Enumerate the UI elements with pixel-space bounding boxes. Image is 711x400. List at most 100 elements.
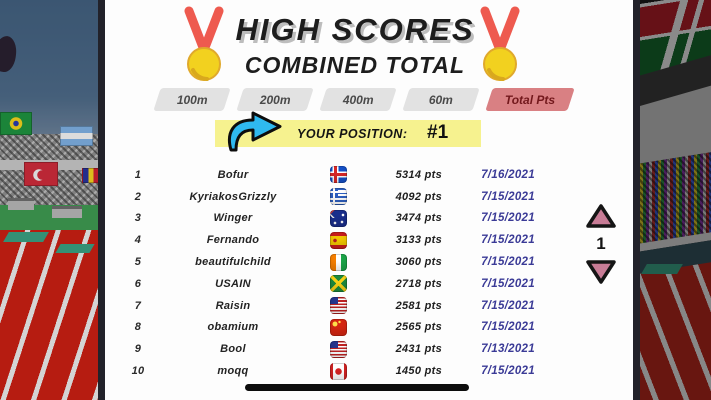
flag-cell [313,362,363,380]
romania-flag-decor [82,168,98,183]
distance-tab-bar: 100m 200m 400m 60m Total Pts [105,88,633,111]
country-flag-icon [329,275,347,293]
date-cell: 7/15/2021 [481,190,535,203]
tab-label: 100m [176,92,208,107]
table-row: 1 Bofur 5314 pts 7/16/2021 [123,164,568,186]
running-track [0,230,98,400]
kenya-flag-decor [640,0,711,80]
points-cell: 3474 pts [395,212,442,225]
argentina-flag-decor [60,126,93,146]
table-row: 3 Winger 3474 pts 7/15/2021 [123,208,568,230]
flag-cell [313,209,363,227]
flag-cell [313,297,363,315]
points-cell: 2718 pts [395,277,442,290]
country-flag-icon [329,166,347,184]
points-cell: 5314 pts [395,168,442,181]
page-title: HIGH SCORES [235,12,475,47]
country-flag-icon [329,297,347,315]
stand-structure [640,54,711,112]
medal-icon [480,6,520,81]
table-row: 8 obamium 2565 pts 7/15/2021 [123,317,568,339]
tab-label: 400m [342,92,374,107]
rank-cell: 5 [134,256,142,269]
player-name: Winger [213,212,253,225]
player-name: Bofur [217,168,249,181]
flag-cell [313,275,363,293]
date-cell: 7/15/2021 [481,299,535,312]
curved-arrow-right-icon [228,111,282,152]
table-row: 10 moqq 1450 pts 7/15/2021 [123,360,568,382]
date-cell: 7/15/2021 [481,212,535,225]
tab-label: 200m [259,92,291,107]
page-subtitle: COMBINED TOTAL [244,52,466,78]
rank-cell: 7 [134,299,142,312]
grandstand-crowd [640,151,711,251]
flag-cell [313,166,363,184]
tab-400m[interactable]: 400m [319,88,397,111]
rank-cell: 8 [134,321,142,334]
page-navigation: 1 [581,203,621,285]
medal-icon [184,6,224,81]
page-number: 1 [596,234,606,253]
country-flag-icon [329,253,347,271]
points-cell: 2565 pts [395,321,442,334]
running-track [640,261,711,400]
triangle-up-icon[interactable] [586,203,616,229]
rank-cell: 3 [134,212,142,225]
rank-cell: 2 [134,190,142,203]
date-cell: 7/15/2021 [481,321,535,334]
table-row: 4 Fernando 3133 pts 7/15/2021 [123,229,568,251]
grandstand-crowd [0,134,98,164]
table-row: 5 beautifulchild 3060 pts 7/15/2021 [123,251,568,273]
date-cell: 7/15/2021 [481,256,535,269]
player-name: obamium [207,321,259,334]
tab-200m[interactable]: 200m [236,88,314,111]
track-marking [641,264,683,274]
points-cell: 4092 pts [395,190,442,203]
stand-rail [640,231,711,253]
grandstand-crowd [0,170,98,208]
table-row: 6 USAIN 2718 pts 7/15/2021 [123,273,568,295]
player-name: KyriakosGrizzly [189,190,277,203]
tab-label: Total Pts [504,92,556,107]
turkey-flag-decor [24,162,58,186]
your-position-value: #1 [427,122,449,143]
sky-background [0,0,98,138]
player-name: USAIN [215,277,251,290]
table-row: 9 Bool 2431 pts 7/13/2021 [123,338,568,360]
country-flag-icon [329,340,347,358]
country-flag-icon [329,231,347,249]
flag-cell [313,188,363,206]
leaderboard-table: 1 Bofur 5314 pts 7/16/2021 2 KyriakosGri… [123,164,568,382]
points-cell: 3133 pts [395,234,442,247]
player-name: Fernando [206,234,260,247]
stand-wall [640,239,711,279]
triangle-down-icon[interactable] [586,259,616,285]
points-cell: 3060 pts [395,256,442,269]
date-cell: 7/16/2021 [481,168,535,181]
brazil-flag-decor [0,112,32,135]
tab-60m[interactable]: 60m [402,88,480,111]
stadium-scene-right [640,0,711,400]
rank-cell: 6 [134,277,142,290]
balloon-decor [0,34,19,74]
country-flag-icon [329,209,347,227]
scrollbar[interactable] [245,384,469,391]
track-barrier [8,198,34,210]
player-name: beautifulchild [195,256,271,269]
date-cell: 7/15/2021 [481,365,535,378]
tab-label: 60m [428,92,454,107]
tab-total-pts[interactable]: Total Pts [485,88,575,111]
rank-cell: 10 [131,365,145,378]
table-row: 2 KyriakosGrizzly 4092 pts 7/15/2021 [123,186,568,208]
country-flag-icon [329,188,347,206]
flag-cell [313,253,363,271]
tab-100m[interactable]: 100m [153,88,231,111]
your-position-label: YOUR POSITION: [297,127,408,141]
flag-cell [313,340,363,358]
rank-cell: 1 [134,168,142,181]
country-flag-icon [329,318,347,336]
points-cell: 2431 pts [395,343,442,356]
date-cell: 7/13/2021 [481,343,535,356]
